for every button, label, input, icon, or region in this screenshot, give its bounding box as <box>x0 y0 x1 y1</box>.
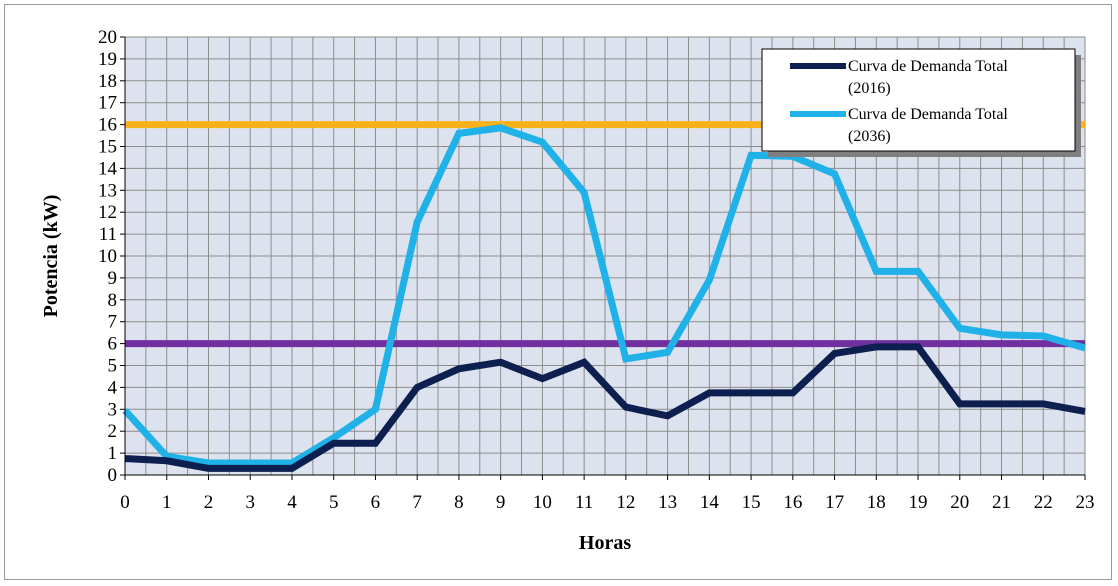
legend-label-2016: Curva de Demanda Total <box>848 58 1008 75</box>
y-tick-label: 3 <box>108 399 118 420</box>
x-tick-label: 13 <box>658 492 677 513</box>
legend-label-2036: Curva de Demanda Total <box>848 106 1008 123</box>
x-tick-label: 7 <box>412 492 422 513</box>
x-tick-label: 2 <box>204 492 214 513</box>
y-tick-label: 11 <box>99 224 117 245</box>
series-lines <box>122 124 1086 472</box>
x-tick-label: 10 <box>533 492 552 513</box>
y-tick-label: 0 <box>108 465 118 486</box>
x-tick-label: 12 <box>616 492 635 513</box>
x-tick-label: 5 <box>329 492 339 513</box>
y-tick-label: 14 <box>98 158 118 179</box>
legend: Curva de Demanda Total (2016) Curva de D… <box>761 48 1081 157</box>
x-tick-label: 0 <box>120 492 130 513</box>
y-tick-label: 6 <box>108 334 118 355</box>
x-tick-label: 9 <box>496 492 506 513</box>
y-tick-label: 18 <box>98 71 117 92</box>
y-axis-title: Potencia (kW) <box>40 195 62 318</box>
x-tick-label: 19 <box>909 492 928 513</box>
x-axis-title: Horas <box>579 532 631 554</box>
x-tick-label: 3 <box>245 492 255 513</box>
y-tick-label: 5 <box>108 356 118 377</box>
y-tick-label: 1 <box>108 443 118 464</box>
x-tick-label: 6 <box>371 492 381 513</box>
x-tick-label: 21 <box>992 492 1011 513</box>
y-tick-label: 9 <box>108 268 118 289</box>
series-line-1 <box>122 124 1086 467</box>
y-tick-label: 15 <box>98 137 117 158</box>
y-tick-label: 16 <box>98 115 117 136</box>
y-tick-label: 2 <box>108 421 118 442</box>
y-tick-label: 13 <box>98 180 117 201</box>
y-tick-label: 10 <box>98 246 117 267</box>
y-tick-label: 17 <box>98 93 117 114</box>
series-line-0 <box>124 343 1086 472</box>
x-tick-label: 15 <box>742 492 761 513</box>
legend-label-2036-year: (2036) <box>848 128 891 145</box>
y-tick-label: 4 <box>108 377 118 398</box>
y-tick-label: 20 <box>98 27 117 48</box>
x-tick-label: 22 <box>1034 492 1053 513</box>
x-tick-label: 4 <box>287 492 297 513</box>
x-tick-label: 18 <box>867 492 886 513</box>
x-tick-label: 23 <box>1076 492 1095 513</box>
y-tick-label: 8 <box>108 290 118 311</box>
x-tick-label: 1 <box>162 492 172 513</box>
legend-label-2016-year: (2016) <box>848 80 891 97</box>
y-tick-label: 19 <box>98 49 117 70</box>
x-tick-label: 20 <box>950 492 969 513</box>
x-tick-label: 17 <box>825 492 844 513</box>
x-tick-label: 8 <box>454 492 464 513</box>
x-tick-label: 16 <box>783 492 802 513</box>
y-tick-label: 7 <box>108 312 118 333</box>
y-tick-label: 12 <box>98 202 117 223</box>
chart-frame: 0 1 2 3 4 5 6 7 8 9 10 11 12 13 14 15 16 17 18 19 20 0 1 2 3 4 5 6 7… <box>4 4 1112 580</box>
x-tick-label: 11 <box>575 492 593 513</box>
x-tick-label: 14 <box>700 492 720 513</box>
